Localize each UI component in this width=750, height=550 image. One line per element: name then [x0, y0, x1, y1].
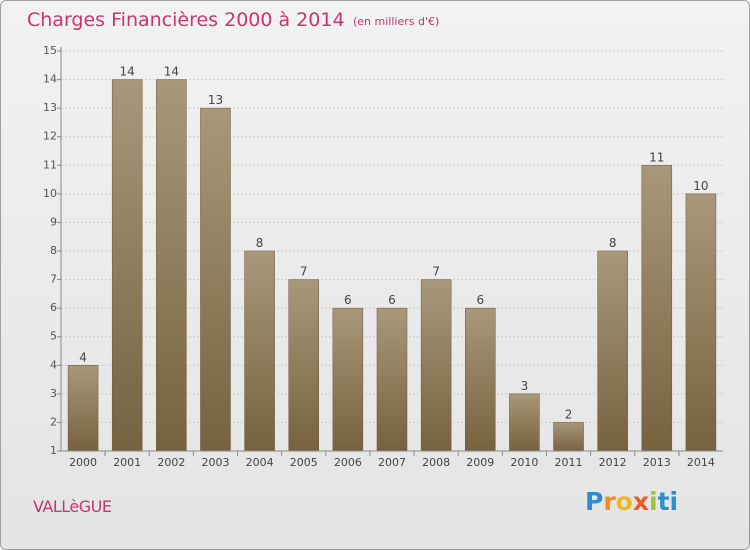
data-label: 14	[120, 65, 135, 79]
y-tick-label: 10	[43, 187, 57, 200]
y-tick-label: 4	[50, 358, 57, 371]
data-label: 4	[79, 350, 87, 364]
logo-letter: P	[585, 487, 604, 516]
data-label: 6	[388, 293, 396, 307]
x-axis: 2000 2001 2002 2003 2004 2005 2006 2007 2008 2009…	[61, 450, 723, 469]
y-tick-label: 7	[50, 273, 57, 286]
bar	[200, 107, 231, 452]
data-label: 13	[208, 93, 223, 107]
data-label: 3	[521, 379, 529, 393]
bar	[332, 307, 364, 452]
bar	[111, 79, 143, 452]
y-tick-label: 6	[50, 301, 57, 314]
logo-letter: i	[649, 487, 658, 516]
bar	[553, 422, 584, 452]
y-tick-label: 3	[50, 387, 57, 400]
data-label: 6	[476, 293, 484, 307]
y-tick-label: 15	[43, 44, 57, 57]
bar	[244, 250, 275, 452]
x-tick-label: 2012	[599, 456, 627, 469]
data-label: 11	[649, 150, 664, 164]
y-tick-label: 5	[50, 330, 57, 343]
bar	[420, 279, 452, 452]
x-tick-label: 2001	[113, 456, 141, 469]
bar	[641, 165, 673, 452]
x-tick-label: 2006	[334, 456, 362, 469]
bar	[288, 279, 319, 452]
x-tick-label: 2005	[290, 456, 318, 469]
bars: 4 14 14 13 8 7 6 6 7 6 3 2 8 11 10	[67, 65, 717, 452]
y-tick-label: 14	[43, 73, 57, 86]
bar	[465, 307, 496, 452]
bar	[376, 307, 408, 452]
x-tick-label: 2009	[466, 456, 494, 469]
proxiti-logo[interactable]: Proxiti	[585, 487, 678, 516]
x-tick-label: 2008	[422, 456, 450, 469]
y-tick-label: 8	[50, 244, 57, 257]
bar	[509, 393, 540, 452]
x-tick-label: 2014	[687, 456, 715, 469]
x-tick-label: 2007	[378, 456, 406, 469]
data-label: 2	[565, 407, 573, 421]
x-tick-label: 2004	[246, 456, 274, 469]
commune-name: VALLèGUE	[33, 497, 112, 516]
chart-title: Charges Financières 2000 à 2014	[27, 9, 345, 31]
y-tick-label: 2	[50, 415, 57, 428]
y-tick-label: 9	[50, 215, 57, 228]
logo-letter: x	[632, 487, 649, 516]
bar	[597, 250, 628, 452]
chart-subtitle: (en milliers d'€)	[353, 15, 440, 28]
data-label: 7	[432, 265, 440, 279]
data-label: 7	[300, 265, 308, 279]
y-tick-label: 1	[50, 444, 57, 457]
logo-letter: r	[603, 487, 616, 516]
logo-letter: t	[657, 487, 670, 516]
x-tick-label: 2003	[201, 456, 229, 469]
data-label: 8	[256, 236, 264, 250]
data-label: 8	[609, 236, 617, 250]
bar	[685, 193, 717, 452]
bar	[156, 79, 187, 452]
data-label: 14	[164, 65, 179, 79]
y-tick-label: 11	[43, 158, 57, 171]
logo-letter: i	[669, 487, 679, 516]
bar	[67, 365, 99, 452]
x-tick-label: 2000	[69, 456, 97, 469]
data-label: 6	[344, 293, 352, 307]
logo-letter: o	[615, 487, 633, 516]
x-tick-label: 2010	[510, 456, 538, 469]
data-label: 10	[693, 179, 708, 193]
x-tick-label: 2011	[555, 456, 583, 469]
y-tick-label: 13	[43, 101, 57, 114]
x-tick-label: 2002	[157, 456, 185, 469]
x-tick-label: 2013	[643, 456, 671, 469]
y-tick-label: 12	[43, 130, 57, 143]
